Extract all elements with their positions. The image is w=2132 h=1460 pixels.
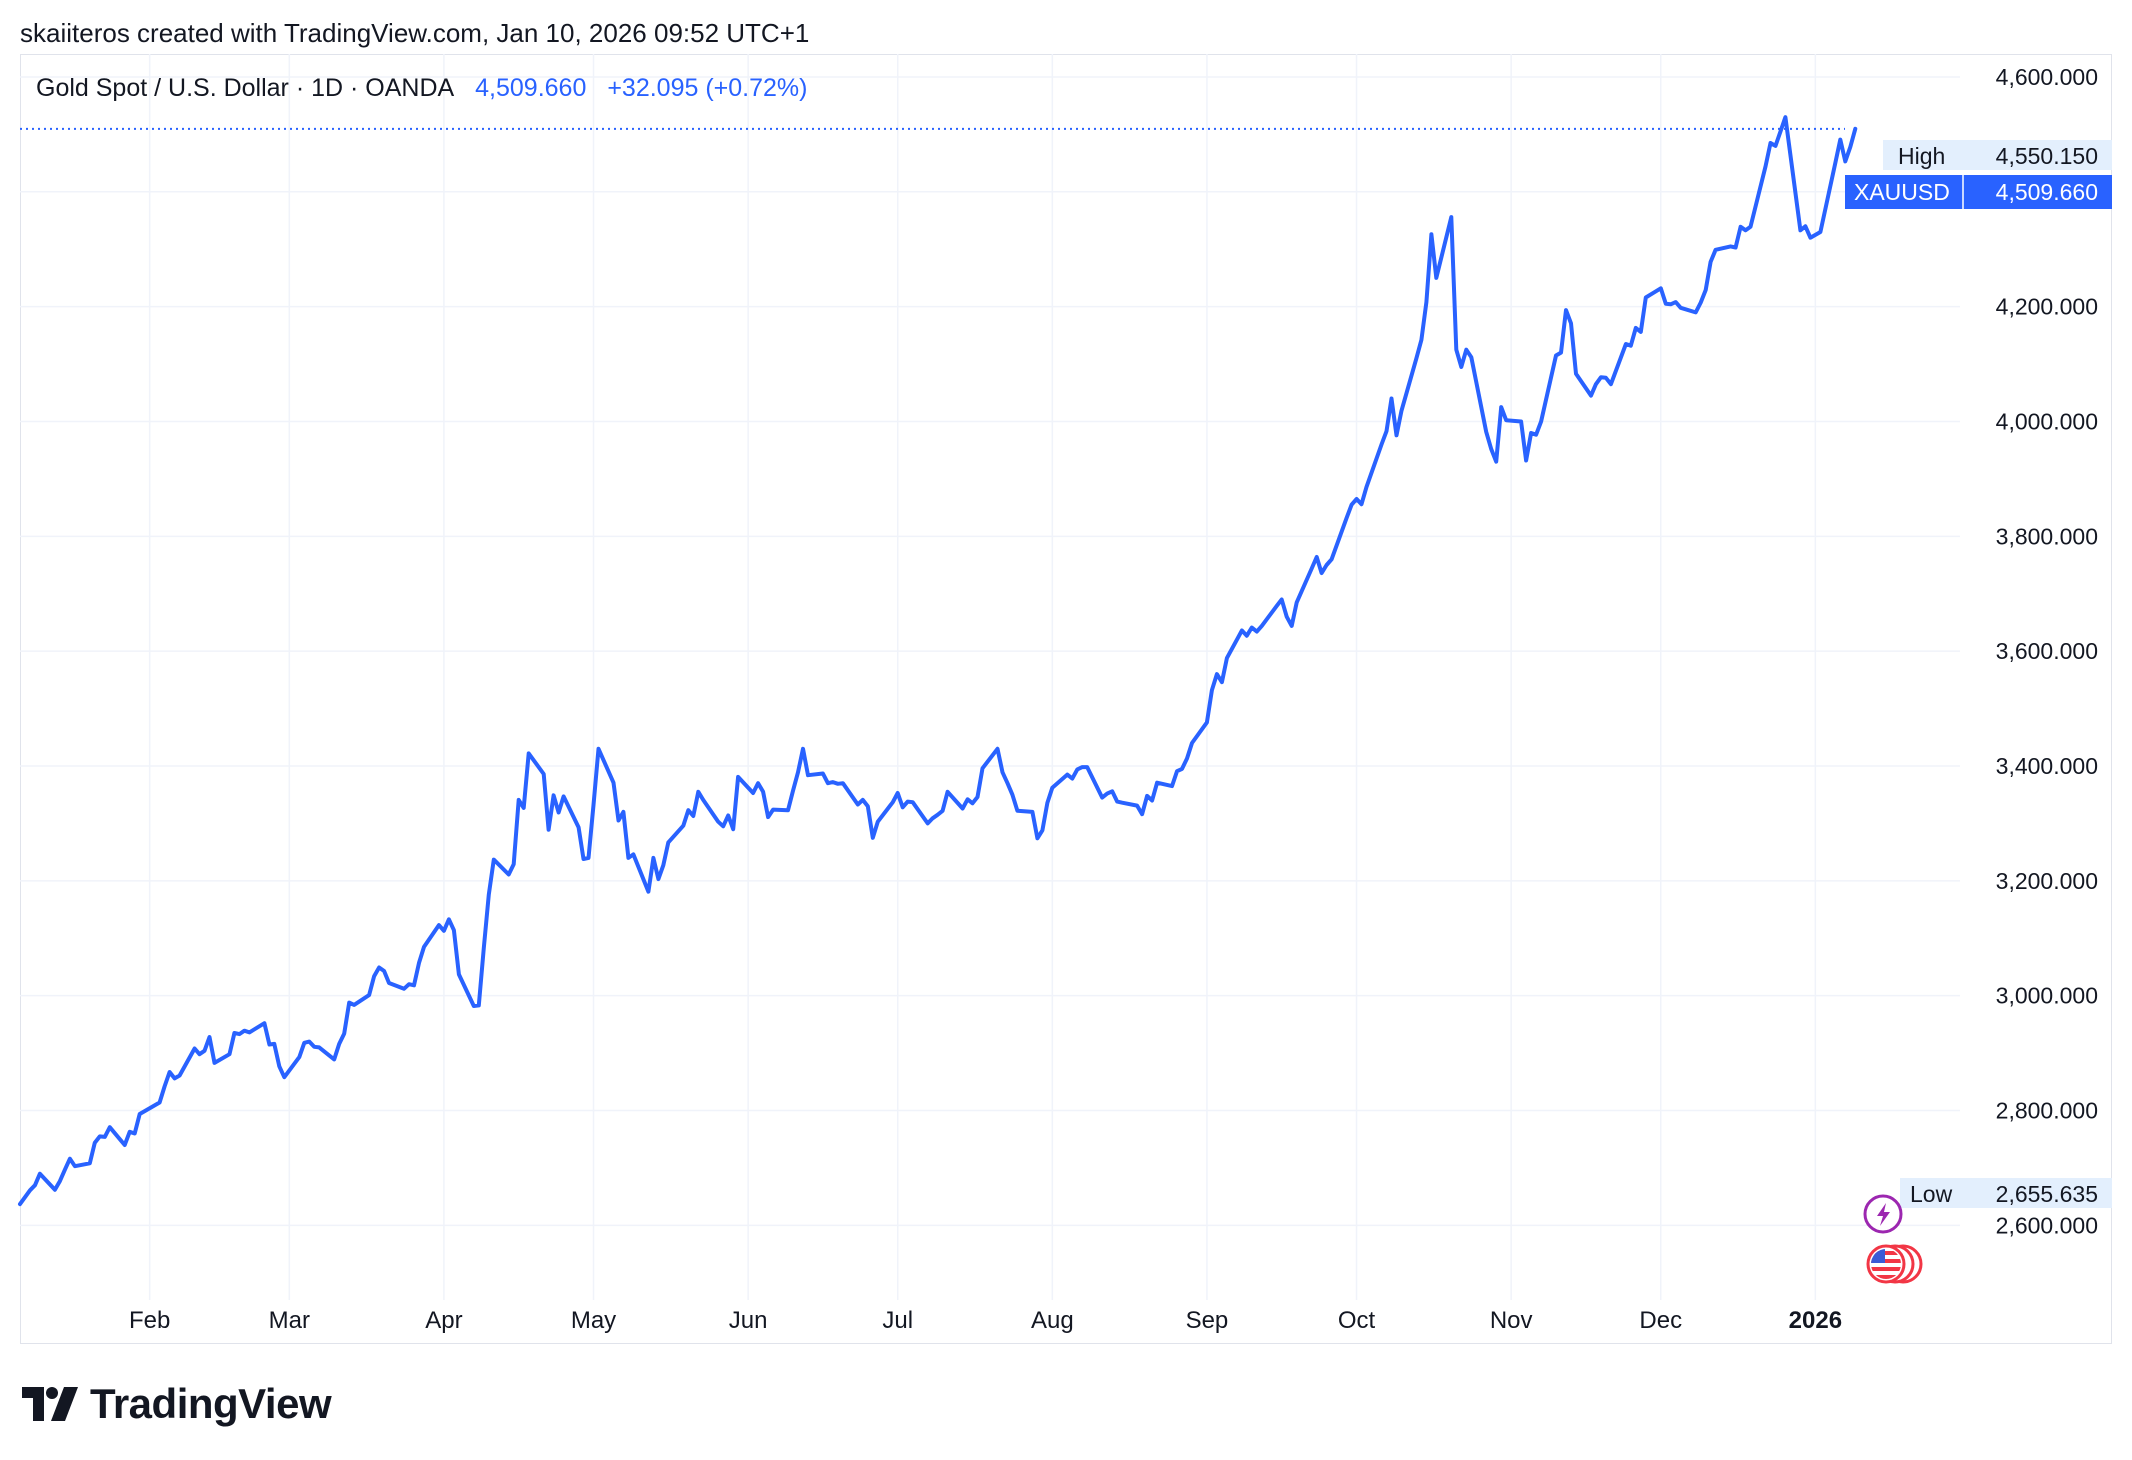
high-badge-label: High <box>1898 143 1945 169</box>
tradingview-wordmark: TradingView <box>90 1380 332 1427</box>
us-flag-event-icon[interactable] <box>1866 1244 1923 1284</box>
price-axis[interactable]: 2,600.000 2,800.000 3,000.000 3,200.000 3,40… <box>1996 64 2098 1238</box>
x-tick-label: Dec <box>1639 1307 1682 1334</box>
low-badge-value: 2,655.635 <box>1996 1181 2098 1207</box>
x-tick-label: Mar <box>269 1307 310 1334</box>
x-tick-label: Aug <box>1031 1307 1074 1334</box>
ticker-badge: XAUUSD 4,509.660 <box>1845 175 2112 209</box>
price-series-line[interactable] <box>18 115 1858 1207</box>
xauusd-series[interactable] <box>18 115 1858 1207</box>
x-tick-label: Oct <box>1338 1307 1376 1334</box>
x-tick-label: Sep <box>1186 1307 1229 1334</box>
x-tick-label: May <box>571 1307 616 1334</box>
y-tick-label: 3,400.000 <box>1996 753 2098 779</box>
x-tick-label: Feb <box>129 1307 170 1334</box>
y-tick-label: 2,600.000 <box>1996 1212 2098 1238</box>
y-tick-label: 4,600.000 <box>1996 64 2098 90</box>
high-badge-value: 4,550.150 <box>1996 143 2098 169</box>
y-tick-label: 4,000.000 <box>1996 408 2098 434</box>
symbol-description[interactable]: Gold Spot / U.S. Dollar · 1D · OANDA <box>36 74 455 102</box>
grid-lines <box>20 54 1960 1300</box>
time-axis[interactable]: Feb Mar Apr May Jun Jul Aug Sep Oct Nov Dec 2026 <box>129 1307 1842 1334</box>
low-badge: Low 2,655.635 <box>1900 1178 2112 1208</box>
y-tick-label: 2,800.000 <box>1996 1098 2098 1124</box>
y-tick-label: 4,200.000 <box>1996 294 2098 320</box>
tradingview-logo-icon <box>22 1387 78 1421</box>
x-tick-label: Jul <box>882 1307 913 1334</box>
attribution-text: skaiiteros created with TradingView.com,… <box>20 18 810 48</box>
price-change: +32.095 (+0.72%) <box>607 74 808 102</box>
tradingview-logo[interactable]: TradingView <box>22 1380 332 1428</box>
chart-frame <box>20 54 2112 1344</box>
y-tick-label: 3,600.000 <box>1996 638 2098 664</box>
high-badge: High 4,550.150 <box>1883 140 2112 170</box>
ticker-badge-label: XAUUSD <box>1854 179 1950 205</box>
y-tick-label: 3,800.000 <box>1996 523 2098 549</box>
x-tick-label: Apr <box>425 1307 462 1334</box>
last-price: 4,509.660 <box>475 74 587 102</box>
y-tick-label: 3,000.000 <box>1996 983 2098 1009</box>
x-tick-label: Jun <box>729 1307 768 1334</box>
symbol-legend: Gold Spot / U.S. Dollar · 1D · OANDA 4,5… <box>36 74 807 103</box>
x-tick-label: 2026 <box>1789 1307 1842 1334</box>
low-badge-label: Low <box>1910 1181 1953 1207</box>
lightning-event-icon[interactable] <box>1863 1194 1903 1234</box>
y-tick-label: 3,200.000 <box>1996 868 2098 894</box>
x-tick-label: Nov <box>1490 1307 1533 1334</box>
ticker-badge-value: 4,509.660 <box>1996 179 2098 205</box>
